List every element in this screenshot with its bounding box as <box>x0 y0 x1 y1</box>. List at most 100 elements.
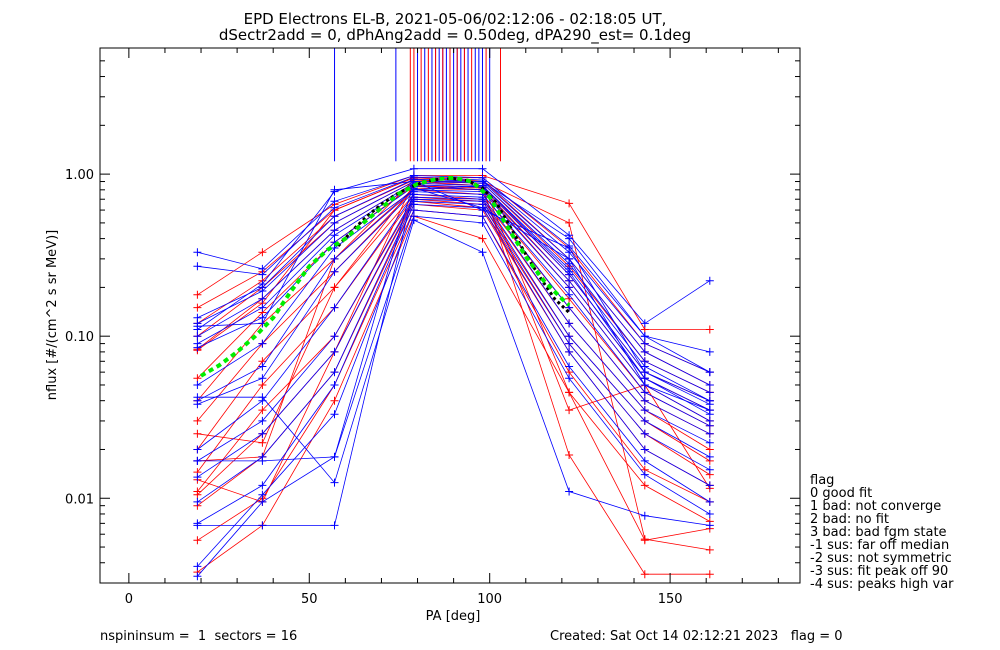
x-axis-label: PA [deg] <box>426 609 481 624</box>
blue-point-13-5 <box>565 339 574 348</box>
blue-point-4-2 <box>330 218 339 227</box>
blue-line-6 <box>197 184 710 405</box>
red-point-18-1 <box>258 438 267 447</box>
red-line-14 <box>197 215 710 573</box>
red-point-0-7 <box>705 325 714 334</box>
blue-point-17-1 <box>258 393 267 402</box>
legend-item-2: 2 bad: no fit <box>810 512 889 527</box>
blue-point-18-1 <box>258 456 267 465</box>
blue-point-20-4 <box>478 206 487 215</box>
blue-point-11-6 <box>640 406 649 415</box>
red-point-0-0 <box>193 290 202 299</box>
blue-point-12-2 <box>330 347 339 356</box>
red-point-14-6 <box>640 481 649 490</box>
blue-point-11-2 <box>330 332 339 341</box>
blue-point-16-6 <box>640 470 649 479</box>
blue-series-21 <box>193 181 714 419</box>
red-line-1 <box>197 177 710 373</box>
series-layer <box>193 48 714 581</box>
blue-line-1 <box>197 175 710 353</box>
red-point-16-7 <box>705 570 714 579</box>
blue-point-16-4 <box>478 218 487 227</box>
blue-point-18-5 <box>565 234 574 243</box>
red-point-10-1 <box>258 406 267 415</box>
red-point-5-0 <box>193 374 202 383</box>
blue-point-16-0 <box>193 572 202 581</box>
blue-point-2-0 <box>193 262 202 271</box>
blue-point-13-6 <box>640 429 649 438</box>
blue-series-17 <box>193 216 714 530</box>
blue-point-17-3 <box>409 216 418 225</box>
blue-point-4-1 <box>258 287 267 295</box>
blue-point-10-7 <box>705 429 714 438</box>
red-point-9-7 <box>705 445 714 454</box>
blue-point-14-2 <box>330 381 339 389</box>
legend: flag 0 good fit 1 bad: not converge 2 ba… <box>810 473 954 592</box>
blue-line-16 <box>197 215 711 577</box>
blue-point-5-0 <box>193 332 202 341</box>
blue-line-9 <box>197 191 710 427</box>
x-tick-label-0: 0 <box>125 592 133 607</box>
blue-point-21-6 <box>640 374 649 383</box>
blue-point-18-2 <box>330 452 339 461</box>
footer-left: nspininsum = 1 sectors = 16 <box>100 629 297 644</box>
blue-point-18-6 <box>640 332 649 341</box>
red-point-15-7 <box>705 545 714 554</box>
blue-point-21-5 <box>565 267 574 276</box>
blue-point-15-0 <box>193 562 202 571</box>
blue-line-0 <box>197 168 711 330</box>
blue-point-19-1 <box>258 521 267 530</box>
blue-point-2-2 <box>330 203 339 212</box>
blue-point-10-2 <box>330 303 339 312</box>
blue-series-12 <box>193 195 714 482</box>
blue-point-17-2 <box>330 478 339 487</box>
blue-point-15-6 <box>640 456 649 465</box>
blue-point-4-7 <box>705 388 714 397</box>
blue-line-15 <box>197 209 711 567</box>
blue-point-0-6 <box>640 319 649 328</box>
median-curve <box>200 175 571 378</box>
blue-point-15-5 <box>565 362 574 371</box>
blue-point-9-1 <box>258 374 267 383</box>
blue-point-5-1 <box>258 294 267 303</box>
red-point-14-4 <box>478 234 487 243</box>
red-series-14 <box>193 212 714 577</box>
chart-title: EPD Electrons EL-B, 2021-05-06/02:12:06 … <box>244 10 667 28</box>
legend-title: flag <box>810 473 834 488</box>
blue-point-19-6 <box>640 381 649 389</box>
chart-subtitle: dSectr2add = 0, dPhAng2add = 0.50deg, dP… <box>219 26 691 45</box>
blue-point-20-2 <box>330 185 339 194</box>
blue-point-13-2 <box>330 368 339 377</box>
red-line-11 <box>197 200 711 496</box>
blue-point-21-7 <box>705 410 714 419</box>
blue-point-7-0 <box>193 343 202 352</box>
blue-line-18 <box>197 181 710 462</box>
blue-point-14-7 <box>705 481 714 490</box>
blue-point-12-1 <box>258 429 267 438</box>
blue-point-18-0 <box>193 456 202 465</box>
red-series-11 <box>193 197 714 499</box>
blue-point-6-1 <box>258 303 267 312</box>
red-point-0-1 <box>258 248 267 257</box>
blue-point-14-5 <box>565 347 574 356</box>
blue-series-14 <box>193 200 714 528</box>
blue-point-17-6 <box>640 511 649 520</box>
red-point-18-0 <box>193 429 202 438</box>
blue-point-13-0 <box>193 497 202 506</box>
red-point-16-6 <box>640 570 649 579</box>
blue-point-12-6 <box>640 416 649 425</box>
red-line-7 <box>197 189 710 427</box>
blue-series-18 <box>193 177 714 465</box>
red-line-4 <box>197 182 710 402</box>
blue-line-21 <box>197 185 710 415</box>
red-series-10 <box>193 195 714 496</box>
blue-point-0-3 <box>409 164 418 173</box>
blue-series-10 <box>193 190 714 454</box>
blue-series-0 <box>193 164 714 334</box>
blue-line-17 <box>197 219 710 526</box>
blue-point-16-7 <box>705 510 714 518</box>
blue-series-15 <box>193 206 714 571</box>
legend-item-0: 0 good fit <box>810 486 872 501</box>
blue-point-15-1 <box>258 490 267 499</box>
blue-line-19 <box>197 187 710 526</box>
